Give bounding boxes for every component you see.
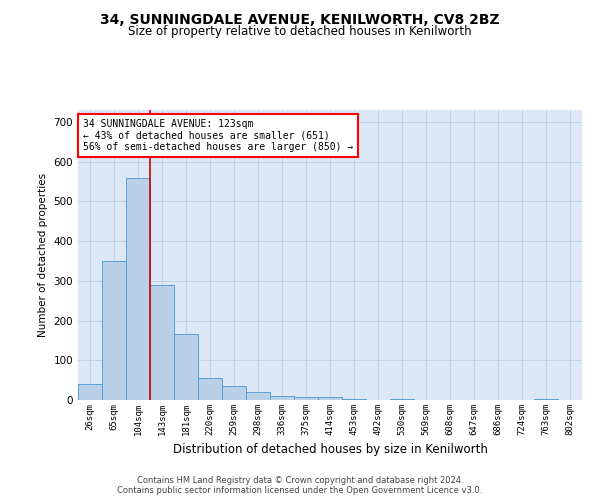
Bar: [270, 396, 294, 400]
Bar: [78, 384, 102, 400]
X-axis label: Distribution of detached houses by size in Kenilworth: Distribution of detached houses by size …: [173, 444, 487, 456]
Bar: [222, 386, 246, 400]
Bar: [294, 397, 318, 400]
Bar: [318, 397, 342, 400]
Bar: [246, 392, 270, 400]
Text: 34, SUNNINGDALE AVENUE, KENILWORTH, CV8 2BZ: 34, SUNNINGDALE AVENUE, KENILWORTH, CV8 …: [100, 12, 500, 26]
Bar: [390, 399, 414, 400]
Bar: [198, 378, 222, 400]
Text: Contains HM Land Registry data © Crown copyright and database right 2024.: Contains HM Land Registry data © Crown c…: [137, 476, 463, 485]
Bar: [126, 178, 150, 400]
Bar: [102, 261, 126, 400]
Text: Size of property relative to detached houses in Kenilworth: Size of property relative to detached ho…: [128, 25, 472, 38]
Bar: [534, 399, 558, 400]
Text: Contains public sector information licensed under the Open Government Licence v3: Contains public sector information licen…: [118, 486, 482, 495]
Text: 34 SUNNINGDALE AVENUE: 123sqm
← 43% of detached houses are smaller (651)
56% of : 34 SUNNINGDALE AVENUE: 123sqm ← 43% of d…: [83, 118, 353, 152]
Bar: [342, 399, 366, 400]
Bar: [174, 334, 198, 400]
Y-axis label: Number of detached properties: Number of detached properties: [38, 173, 48, 337]
Bar: [150, 285, 174, 400]
